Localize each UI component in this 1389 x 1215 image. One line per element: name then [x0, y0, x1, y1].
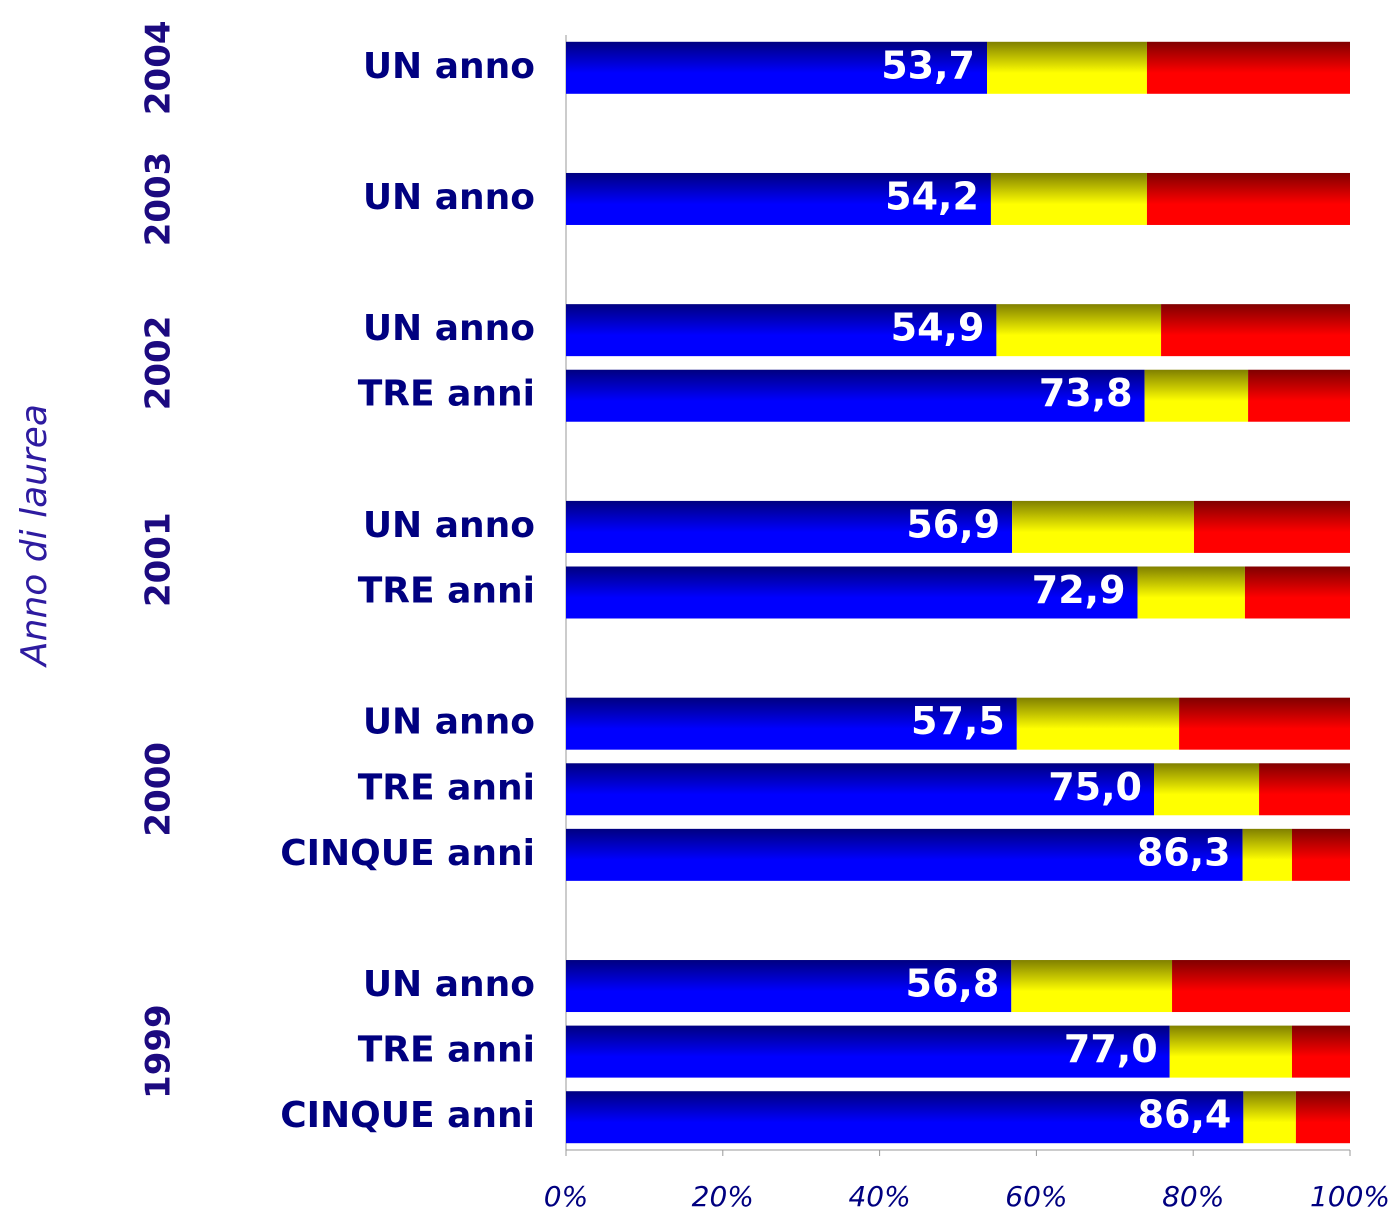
value-label: 53,7	[881, 43, 975, 87]
bar-segment	[1242, 828, 1292, 881]
x-tick-label: 80%	[1162, 1180, 1224, 1211]
x-tick-label: 40%	[848, 1180, 910, 1211]
bar-segment	[1291, 828, 1350, 881]
x-tick-label: 20%	[692, 1180, 754, 1211]
bar-segment	[566, 1025, 1170, 1078]
bar-segment	[1259, 763, 1350, 816]
axis-title: Anno di laurea	[14, 404, 55, 668]
category-label: UN anno	[363, 702, 535, 743]
bar-segment	[1193, 500, 1350, 553]
value-label: 75,0	[1048, 765, 1142, 809]
bar-segment	[566, 500, 1013, 553]
group-label: 2002	[139, 316, 179, 411]
bar-segment	[1295, 1091, 1350, 1144]
category-label: CINQUE anni	[280, 833, 535, 874]
bar-segment	[566, 1091, 1244, 1144]
bar-segment	[1154, 763, 1260, 816]
bar-segment	[1291, 1025, 1350, 1078]
x-tick-label: 100%	[1310, 1180, 1389, 1211]
bar-segment	[1011, 960, 1173, 1013]
bar-segment	[1144, 369, 1249, 422]
value-label: 56,9	[906, 502, 1000, 546]
bar-segment	[990, 172, 1147, 225]
bar-segment	[566, 697, 1017, 750]
group-label: 2003	[139, 152, 179, 247]
bar-segment	[987, 41, 1147, 94]
value-label: 54,9	[891, 306, 985, 350]
bar-segment	[1161, 304, 1350, 357]
category-label: CINQUE anni	[280, 1095, 535, 1136]
bar-segment	[566, 369, 1145, 422]
bar-segment	[566, 763, 1154, 816]
bar-segment	[1244, 566, 1350, 619]
group-label: 2004	[139, 20, 179, 115]
category-label: TRE anni	[358, 571, 535, 612]
bar-segment	[1172, 960, 1350, 1013]
bar-segment	[566, 172, 991, 225]
value-label: 86,3	[1137, 830, 1231, 874]
group-label: 2000	[139, 742, 179, 837]
bar-segment	[1016, 697, 1180, 750]
value-label: 72,9	[1032, 568, 1126, 612]
bar-segment	[1137, 566, 1245, 619]
bar-segment	[1248, 369, 1350, 422]
category-label: UN anno	[363, 308, 535, 349]
bar-segment	[1243, 1091, 1296, 1144]
bar-segment	[566, 960, 1012, 1013]
bar-segment	[566, 41, 988, 94]
bar-segment	[1012, 500, 1194, 553]
value-label: 54,2	[885, 174, 979, 218]
value-label: 86,4	[1138, 1093, 1232, 1137]
value-label: 57,5	[911, 699, 1005, 743]
bar-segment	[566, 304, 997, 357]
bar-segment	[1146, 41, 1350, 94]
x-tick-label: 60%	[1005, 1180, 1067, 1211]
category-label: TRE anni	[358, 374, 535, 415]
x-tick-label: 0%	[544, 1180, 588, 1211]
category-label: UN anno	[363, 505, 535, 546]
bar-segment	[566, 828, 1243, 881]
bar-segment	[1169, 1025, 1292, 1078]
category-label: TRE anni	[358, 767, 535, 808]
bar-segment	[1146, 172, 1350, 225]
bar-segment	[996, 304, 1162, 357]
category-label: UN anno	[363, 177, 535, 218]
bar-segment	[1179, 697, 1350, 750]
group-label: 1999	[139, 1004, 179, 1099]
group-label: 2001	[139, 512, 179, 607]
category-label: TRE anni	[358, 1030, 535, 1071]
value-label: 56,8	[906, 962, 1000, 1006]
bar-segment	[566, 566, 1138, 619]
value-label: 73,8	[1039, 371, 1133, 415]
value-label: 77,0	[1064, 1027, 1158, 1071]
category-label: UN anno	[363, 964, 535, 1005]
category-label: UN anno	[363, 46, 535, 87]
